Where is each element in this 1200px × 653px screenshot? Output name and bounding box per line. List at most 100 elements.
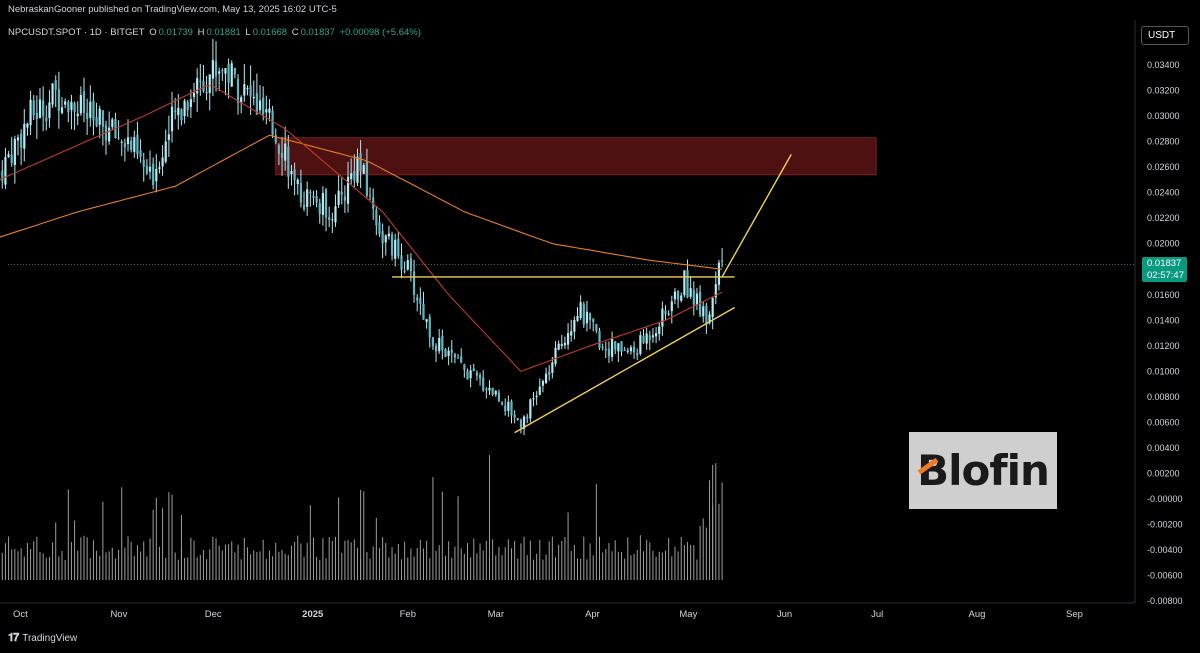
- candle-body: [23, 123, 26, 149]
- candle-body: [268, 108, 271, 113]
- candle-body: [299, 183, 302, 203]
- candle-body: [526, 416, 529, 419]
- candle-body: [431, 337, 435, 347]
- candle-body: [340, 191, 343, 195]
- candle-body: [557, 343, 560, 350]
- candle-body: [315, 195, 318, 203]
- tradingview-logo-icon: 𝟏𝟕: [8, 632, 19, 644]
- x-tick-label: Feb: [400, 609, 416, 620]
- candle-body: [365, 161, 369, 196]
- candle-body: [70, 101, 73, 111]
- candle-body: [563, 342, 567, 346]
- candle-body: [324, 189, 328, 218]
- candle-body: [10, 154, 13, 164]
- y-tick-label: 0.03400: [1147, 60, 1180, 70]
- candle-body: [394, 239, 397, 259]
- candle-body: [516, 418, 519, 420]
- candle-body: [453, 354, 457, 358]
- candle-body: [302, 204, 306, 210]
- candle-body: [629, 347, 633, 352]
- ascending-trendline: [514, 306, 736, 434]
- candle-body: [158, 167, 161, 170]
- candle-body: [403, 271, 406, 273]
- candle-body: [89, 101, 92, 118]
- candle-body: [64, 101, 67, 105]
- candle-body: [422, 303, 425, 320]
- x-tick-label: Nov: [110, 609, 127, 620]
- candle-body: [610, 339, 614, 357]
- candle-body: [328, 217, 331, 221]
- y-tick-label: -0.00800: [1147, 596, 1183, 606]
- candle-body: [92, 100, 95, 121]
- candle-body: [309, 191, 312, 194]
- candle-body: [582, 303, 585, 325]
- candle-body: [170, 106, 174, 132]
- candle-body: [504, 405, 507, 412]
- candle-body: [218, 71, 221, 74]
- candle-body: [654, 333, 658, 337]
- y-tick-label: 0.02200: [1147, 213, 1180, 223]
- candle-body: [607, 348, 611, 357]
- candle-body: [648, 335, 651, 340]
- currency-selector[interactable]: USDT: [1141, 26, 1189, 45]
- candle-body: [604, 348, 607, 351]
- y-tick-label: 0.02400: [1147, 188, 1180, 198]
- candle-body: [447, 350, 450, 357]
- candle-body: [381, 230, 384, 244]
- candle-body: [576, 316, 579, 321]
- candle-body: [211, 60, 214, 79]
- candle-body: [277, 145, 280, 154]
- candle-body: [346, 176, 350, 204]
- candle-body: [683, 270, 686, 296]
- candle-body: [359, 153, 362, 172]
- candle-body: [164, 141, 167, 162]
- candle-body: [306, 189, 309, 207]
- candle-body: [362, 165, 365, 174]
- candle-body: [673, 291, 677, 300]
- candle-body: [519, 420, 523, 428]
- x-tick-label: Mar: [488, 609, 504, 620]
- candle-body: [425, 319, 428, 322]
- candle-body: [485, 388, 488, 390]
- candle-body: [434, 345, 438, 352]
- candle-body: [522, 416, 526, 429]
- ema-short-line: [0, 85, 723, 373]
- candle-body: [192, 92, 196, 97]
- candle-body: [224, 68, 227, 74]
- candle-body: [108, 127, 111, 142]
- candle-body: [667, 313, 670, 315]
- candle-body: [120, 141, 123, 143]
- candle-body: [265, 109, 268, 113]
- y-tick-label: 0.00600: [1147, 417, 1180, 427]
- candle-body: [312, 195, 315, 198]
- candle-body: [375, 209, 378, 226]
- ema-long-line: [0, 134, 723, 270]
- x-tick-label: Jun: [777, 609, 792, 620]
- y-tick-label: -0.00000: [1147, 494, 1183, 504]
- candle-body: [293, 169, 296, 181]
- candle-body: [560, 344, 563, 346]
- candle-body: [321, 192, 324, 215]
- candle-body: [472, 368, 475, 372]
- candle-body: [717, 262, 721, 285]
- candle-body: [208, 74, 211, 94]
- candle-body: [692, 290, 695, 305]
- y-tick-label: 0.01000: [1147, 366, 1180, 376]
- candle-body: [252, 96, 255, 99]
- candle-body: [258, 100, 262, 111]
- candle-body: [636, 353, 639, 356]
- symbol-label[interactable]: NPCUSDT.SPOT · 1D · BITGET: [8, 27, 145, 38]
- close-key: C: [291, 27, 299, 38]
- candle-body: [456, 357, 460, 359]
- candle-body: [623, 350, 626, 352]
- candle-body: [416, 297, 419, 301]
- low-value: 0.01668: [252, 27, 288, 38]
- candle-body: [161, 157, 164, 167]
- candle-body: [428, 316, 431, 338]
- candle-body: [695, 293, 699, 306]
- candle-body: [397, 238, 400, 257]
- candle-body: [42, 100, 45, 117]
- candle-body: [356, 156, 359, 183]
- candle-body: [664, 310, 667, 315]
